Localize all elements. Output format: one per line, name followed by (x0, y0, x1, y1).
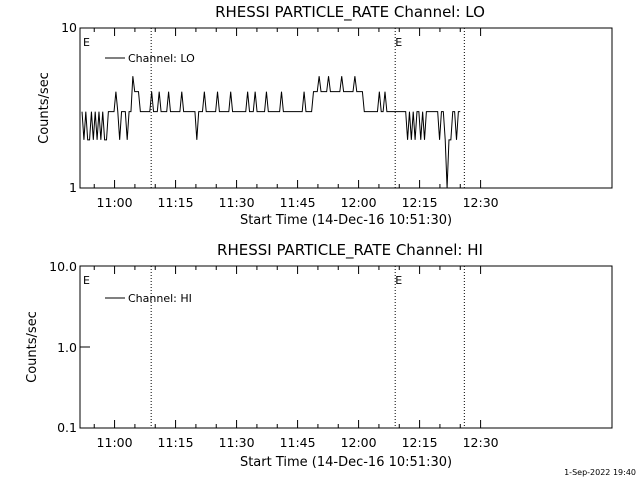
x-ticks-lo: 11:00 11:15 11:30 11:45 12:00 12:15 12:30 (93, 28, 499, 210)
footer-timestamp: 1-Sep-2022 19:40 (564, 468, 636, 477)
legend-entry-hi: Channel: HI (128, 292, 192, 305)
event-label-hi-2: E (395, 274, 402, 287)
x-tick-label-lo-3: 11:45 (280, 195, 316, 210)
event-label-lo-2: E (395, 36, 402, 49)
y-tick-label-hi-1: 1.0 (57, 340, 77, 355)
y-axis-label-lo: Counts/sec (37, 72, 52, 144)
plot-frame-lo (79, 27, 613, 189)
plot-frame-hi (79, 265, 613, 429)
y-tick-label-hi-10: 10.0 (49, 259, 77, 274)
event-label-lo-0: E (83, 36, 90, 49)
x-tick-label-hi-3: 11:45 (280, 435, 316, 450)
x-tick-label-lo-2: 11:30 (219, 195, 255, 210)
panel-lo: RHESSI PARTICLE_RATE Channel: LO 11:00 11… (37, 3, 613, 228)
y-tick-label-hi-01: 0.1 (57, 420, 77, 435)
y-axis-label-hi: Counts/sec (25, 311, 40, 383)
x-tick-label-hi-2: 11:30 (219, 435, 255, 450)
series-line-lo (81, 76, 461, 189)
x-tick-label-hi-4: 12:00 (341, 435, 377, 450)
x-tick-label-hi-5: 12:15 (402, 435, 438, 450)
title-lo: RHESSI PARTICLE_RATE Channel: LO (215, 3, 485, 22)
panel-hi: RHESSI PARTICLE_RATE Channel: HI 11:00 11… (25, 241, 613, 470)
x-tick-label-lo-4: 12:00 (341, 195, 377, 210)
x-tick-label-hi-1: 11:15 (158, 435, 194, 450)
event-label-hi-0: E (83, 274, 90, 287)
title-hi: RHESSI PARTICLE_RATE Channel: HI (217, 241, 483, 260)
x-axis-label-hi: Start Time (14-Dec-16 10:51:30) (240, 455, 452, 470)
x-tick-label-lo-6: 12:30 (463, 195, 499, 210)
y-tick-label-lo-10: 10 (61, 20, 77, 35)
y-tick-label-lo-1: 1 (69, 180, 77, 195)
legend-entry-lo: Channel: LO (128, 52, 195, 65)
x-axis-label-lo: Start Time (14-Dec-16 10:51:30) (240, 213, 452, 228)
x-tick-label-lo-1: 11:15 (158, 195, 194, 210)
x-tick-label-lo-0: 11:00 (97, 195, 133, 210)
x-tick-label-hi-6: 12:30 (463, 435, 499, 450)
x-tick-label-lo-5: 12:15 (402, 195, 438, 210)
x-ticks-hi: 11:00 11:15 11:30 11:45 12:00 12:15 12:30 (93, 266, 499, 450)
x-tick-label-hi-0: 11:00 (97, 435, 133, 450)
